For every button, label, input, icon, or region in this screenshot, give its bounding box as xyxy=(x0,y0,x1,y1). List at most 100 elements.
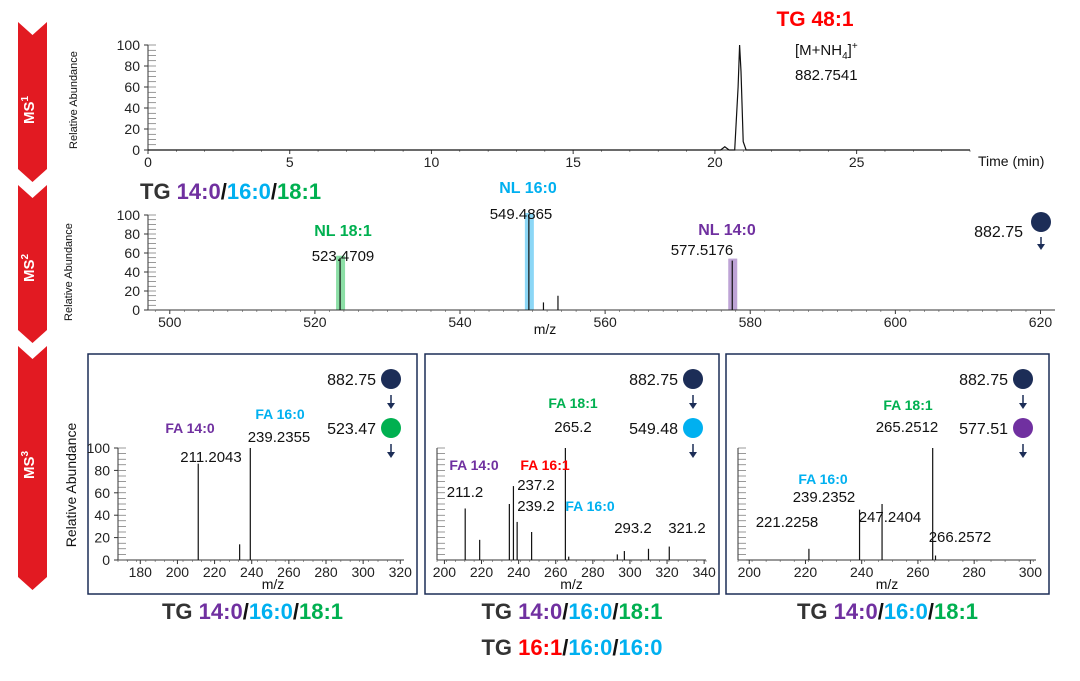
y-tick-label: 40 xyxy=(124,264,140,280)
y-tick-label: 0 xyxy=(132,142,140,158)
peak-mz-label: 247.2404 xyxy=(859,509,922,526)
precursor-circle-icon xyxy=(381,369,401,389)
stage-label: MS2 xyxy=(20,254,38,283)
x-axis-title: m/z xyxy=(534,321,557,337)
x-tick-label: 240 xyxy=(240,564,264,580)
down-arrow-head-icon xyxy=(1037,244,1045,250)
precursor-circle-icon xyxy=(683,369,703,389)
peak-mz-label: 265.2512 xyxy=(876,419,939,436)
peak-mz-label: 239.2355 xyxy=(248,429,311,446)
peak-mz-label: 211.2043 xyxy=(180,449,241,466)
peak-mz-label: 293.2 xyxy=(614,520,652,537)
x-axis-title: Time (min) xyxy=(978,153,1044,169)
lipid-assignment: TG 14:0/16:0/18:1 xyxy=(797,599,978,624)
x-tick-label: 320 xyxy=(655,564,679,580)
stage-label: MS1 xyxy=(20,96,38,125)
peak-mz-label: 239.2352 xyxy=(793,489,856,506)
second-precursor-mz: 549.48 xyxy=(629,421,678,438)
x-tick-label: 200 xyxy=(166,564,190,580)
y-tick-label: 60 xyxy=(124,245,140,261)
x-tick-label: 540 xyxy=(448,314,472,330)
precursor-circle-icon xyxy=(1031,212,1051,232)
second-precursor-circle-icon xyxy=(1013,418,1033,438)
y-axis-title: Relative Abundance xyxy=(68,51,80,149)
fatty-acid-name: FA 16:0 xyxy=(255,406,304,422)
second-precursor-mz: 523.47 xyxy=(327,421,376,438)
y-axis-title: Relative Abundance xyxy=(63,223,75,321)
x-tick-label: 600 xyxy=(884,314,908,330)
stage-arrow xyxy=(18,185,47,343)
peak-mz: 882.7541 xyxy=(795,67,858,84)
x-tick-label: 300 xyxy=(351,564,375,580)
x-tick-label: 620 xyxy=(1029,314,1053,330)
precursor-mz: 882.75 xyxy=(327,372,376,389)
neutral-loss-name: NL 14:0 xyxy=(698,222,756,239)
lipid-assignment: TG 14:0/16:0/18:1 xyxy=(481,599,662,624)
x-tick-label: 200 xyxy=(433,564,457,580)
y-tick-label: 0 xyxy=(102,552,110,568)
peak-name: TG 48:1 xyxy=(776,8,853,31)
x-axis-title: m/z xyxy=(876,576,899,592)
x-tick-label: 10 xyxy=(424,154,440,170)
peak-mz-label: 237.2 xyxy=(517,477,555,494)
precursor-mz: 882.75 xyxy=(974,224,1023,241)
x-tick-label: 300 xyxy=(1019,564,1043,580)
down-arrow-head-icon xyxy=(387,403,395,409)
x-tick-label: 260 xyxy=(906,564,930,580)
peak-mz-label: 265.2 xyxy=(554,419,592,436)
y-tick-label: 80 xyxy=(94,462,110,478)
x-tick-label: 320 xyxy=(389,564,413,580)
x-tick-label: 25 xyxy=(849,154,865,170)
second-precursor-circle-icon xyxy=(381,418,401,438)
down-arrow-head-icon xyxy=(1019,452,1027,458)
neutral-loss-name: NL 16:0 xyxy=(499,180,557,197)
x-tick-label: 560 xyxy=(593,314,617,330)
x-tick-label: 520 xyxy=(303,314,327,330)
fatty-acid-name: FA 14:0 xyxy=(165,420,214,436)
precursor-circle-icon xyxy=(1013,369,1033,389)
chromatogram-line xyxy=(148,44,970,151)
lipid-assignment: TG 16:1/16:0/16:0 xyxy=(481,635,662,660)
peak-mz-label: 549.4865 xyxy=(490,206,553,223)
peak-mz-label: 266.2572 xyxy=(929,529,992,546)
x-tick-label: 0 xyxy=(144,154,152,170)
x-tick-label: 220 xyxy=(470,564,494,580)
peak-mz-label: 211.2 xyxy=(447,484,483,501)
x-tick-label: 15 xyxy=(565,154,581,170)
ms2-title: TG 14:0/16:0/18:1 xyxy=(140,179,321,204)
adduct-label: [M+NH4]+ xyxy=(795,41,858,62)
x-tick-label: 280 xyxy=(581,564,605,580)
peak-mz-label: 523.4709 xyxy=(312,248,375,265)
x-tick-label: 500 xyxy=(158,314,182,330)
x-tick-label: 260 xyxy=(277,564,301,580)
y-tick-label: 80 xyxy=(124,58,140,74)
ms3-panel-frame xyxy=(725,353,1050,595)
x-axis-title: m/z xyxy=(560,576,583,592)
x-tick-label: 200 xyxy=(738,564,762,580)
second-precursor-circle-icon xyxy=(683,418,703,438)
peak-mz-label: 321.2 xyxy=(668,520,706,537)
x-tick-label: 580 xyxy=(739,314,763,330)
y-tick-label: 40 xyxy=(94,507,110,523)
y-tick-label: 100 xyxy=(87,440,111,456)
x-tick-label: 20 xyxy=(707,154,723,170)
y-tick-label: 20 xyxy=(94,530,110,546)
neutral-loss-name: NL 18:1 xyxy=(314,223,372,240)
stage-label: MS3 xyxy=(20,451,38,480)
peak-mz-label: 239.2 xyxy=(517,498,555,515)
down-arrow-head-icon xyxy=(1019,403,1027,409)
x-tick-label: 240 xyxy=(507,564,531,580)
y-tick-label: 20 xyxy=(124,121,140,137)
fatty-acid-name: FA 16:0 xyxy=(798,471,847,487)
y-tick-label: 80 xyxy=(124,226,140,242)
y-tick-label: 20 xyxy=(124,283,140,299)
x-tick-label: 280 xyxy=(962,564,986,580)
stage-arrow xyxy=(18,346,47,590)
down-arrow-head-icon xyxy=(689,403,697,409)
y-tick-label: 60 xyxy=(124,79,140,95)
down-arrow-head-icon xyxy=(689,452,697,458)
x-tick-label: 260 xyxy=(544,564,568,580)
fatty-acid-name: FA 18:1 xyxy=(883,397,932,413)
x-tick-label: 300 xyxy=(618,564,642,580)
